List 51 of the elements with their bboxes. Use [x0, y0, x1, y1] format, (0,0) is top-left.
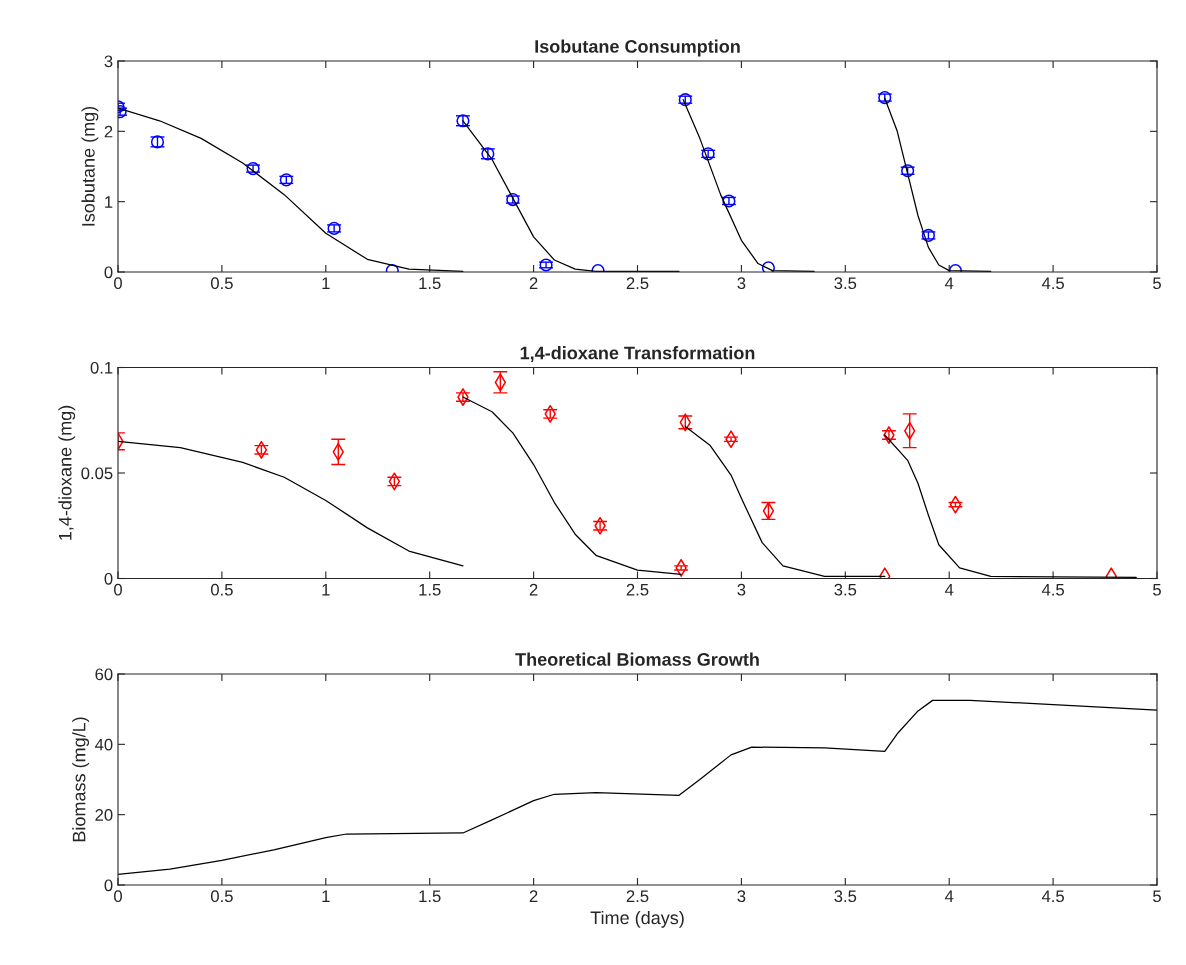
x-tick-label: 3: [737, 890, 746, 903]
x-tick-label: 5: [1153, 583, 1161, 596]
x-tick-label: 2: [529, 583, 538, 596]
x-tick-label: 1.5: [419, 583, 441, 596]
x-tick-label: 1.5: [419, 277, 441, 290]
x-tick-label: 2.5: [626, 277, 649, 290]
y-tick-label: 1: [105, 196, 113, 208]
x-tick-label: 3.5: [834, 583, 857, 596]
y-axis-title: Isobutane (mg): [81, 106, 99, 226]
y-tick-label: 0: [104, 879, 113, 892]
x-tick-label: 4: [944, 277, 954, 289]
x-tick-label: 2.5: [626, 583, 649, 596]
y-tick-label: 0: [104, 572, 113, 585]
x-axis-title: Time (days): [590, 910, 684, 928]
x-tick-label: 3: [737, 583, 746, 596]
x-tick-label: 3.5: [834, 890, 857, 903]
x-tick-label: 5: [1153, 277, 1161, 290]
y-tick-label: 60: [95, 668, 113, 681]
x-tick-label: 2: [529, 890, 538, 902]
x-tick-label: 3.5: [834, 277, 857, 290]
x-tick-label: 0.5: [210, 277, 233, 290]
y-axis-title: Biomass (mg/L): [72, 717, 90, 842]
x-tick-label: 5: [1153, 890, 1161, 903]
x-tick-label: 4: [944, 583, 954, 596]
x-tick-label: 4.5: [1041, 890, 1064, 903]
y-tick-label: 40: [94, 738, 113, 751]
y-tick-label: 20: [95, 809, 113, 821]
y-tick-label: 3: [104, 55, 113, 68]
y-tick-label: 0.05: [81, 467, 113, 480]
chart-title: Theoretical Biomass Growth: [515, 652, 759, 666]
y-tick-label: 0.1: [90, 361, 113, 374]
y-tick-label: 2: [104, 125, 113, 138]
chart-title: Isobutane Consumption: [535, 39, 740, 57]
x-tick-label: 2: [529, 277, 538, 289]
x-tick-label: 1.5: [419, 890, 441, 903]
x-tick-label: 0: [114, 277, 122, 290]
chart-title: 1,4-dioxane Transformation: [520, 346, 755, 362]
y-axis-title: 1,4-dioxane (mg): [58, 405, 76, 540]
x-tick-label: 1: [322, 277, 330, 289]
x-tick-label: 4: [944, 890, 954, 902]
x-tick-label: 0.5: [210, 890, 233, 903]
x-tick-label: 1: [322, 583, 330, 596]
x-tick-label: 0: [114, 583, 122, 596]
x-tick-label: 4.5: [1041, 583, 1064, 596]
x-tick-label: 0.5: [210, 583, 233, 596]
x-tick-label: 2.5: [626, 890, 649, 903]
x-tick-label: 0: [114, 890, 122, 903]
x-tick-label: 1: [322, 890, 330, 902]
x-tick-label: 3: [737, 277, 746, 290]
y-tick-label: 0: [104, 266, 113, 279]
x-tick-label: 4.5: [1041, 277, 1064, 290]
